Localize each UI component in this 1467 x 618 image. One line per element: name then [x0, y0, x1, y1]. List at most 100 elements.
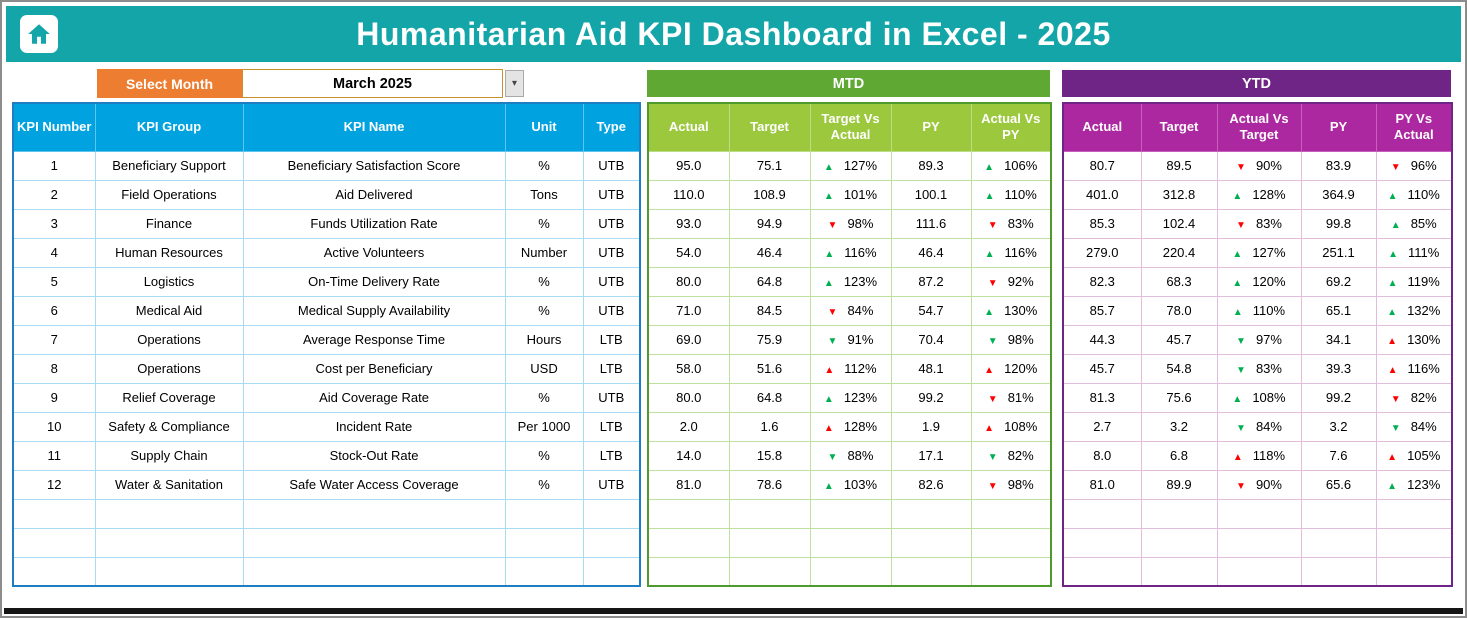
mtd-target-cell: 84.5 — [728, 295, 811, 326]
ytd-py-vs-actual-cell: ▲ 130% — [1375, 324, 1453, 355]
down-arrow-icon: ▼ — [827, 452, 838, 463]
title-bar: Humanitarian Aid KPI Dashboard in Excel … — [6, 6, 1461, 62]
empty-cell — [970, 498, 1052, 529]
ytd-py-vs-actual-cell: ▼ 96% — [1375, 150, 1453, 181]
ytd-table-row: 85.7 78.0 ▲ 110% 65.1 ▲ 132% — [1062, 295, 1453, 326]
kpi-name-cell: Stock-Out Rate — [242, 440, 506, 471]
col-header-kpi-group: KPI Group — [94, 102, 244, 152]
ytd-py-vs-actual-cell: ▲ 132% — [1375, 295, 1453, 326]
down-arrow-icon: ▼ — [1390, 423, 1401, 434]
percent-value: 127% — [1252, 245, 1286, 260]
empty-cell — [890, 498, 972, 529]
kpi-group-cell: Human Resources — [94, 237, 244, 268]
ytd-table-row: 82.3 68.3 ▲ 120% 69.2 ▲ 119% — [1062, 266, 1453, 297]
month-selector[interactable]: March 2025 — [242, 69, 503, 98]
mtd-banner: MTD — [647, 70, 1050, 97]
down-arrow-icon: ▼ — [1236, 481, 1246, 492]
mtd-actual-cell: 69.0 — [647, 324, 730, 355]
up-arrow-icon: ▲ — [1387, 365, 1398, 376]
mtd-table-row: 71.0 84.5 ▼ 84% 54.7 ▲ 130% — [647, 295, 1052, 326]
kpi-group-cell: Beneficiary Support — [94, 150, 244, 181]
empty-cell — [1375, 556, 1453, 587]
mtd-table: Actual Target Target Vs Actual PY Actual… — [647, 102, 1052, 587]
down-arrow-icon: ▼ — [987, 278, 998, 289]
type-cell: UTB — [582, 179, 641, 210]
ytd-target-cell: 6.8 — [1140, 440, 1218, 471]
empty-cell — [647, 556, 730, 587]
up-arrow-icon: ▲ — [823, 423, 834, 434]
type-cell: UTB — [582, 469, 641, 500]
empty-row — [12, 498, 641, 529]
percent-value: 110% — [1004, 187, 1037, 202]
up-arrow-icon: ▲ — [824, 249, 835, 260]
ytd-actual-vs-target-cell: ▲ 118% — [1216, 440, 1302, 471]
kpi-group-cell: Safety & Compliance — [94, 411, 244, 442]
mtd-actual-vs-py-cell: ▼ 98% — [970, 324, 1052, 355]
mtd-actual-vs-py-cell: ▲ 130% — [970, 295, 1052, 326]
empty-cell — [809, 527, 892, 558]
up-arrow-icon: ▲ — [984, 162, 995, 173]
ytd-py-vs-actual-cell: ▼ 82% — [1375, 382, 1453, 413]
home-button[interactable] — [20, 15, 58, 53]
kpi-name-cell: Cost per Beneficiary — [242, 353, 506, 384]
down-arrow-icon: ▼ — [1236, 423, 1246, 434]
empty-cell — [1216, 556, 1302, 587]
down-arrow-icon: ▼ — [827, 307, 838, 318]
mtd-table-row: 69.0 75.9 ▼ 91% 70.4 ▼ 98% — [647, 324, 1052, 355]
ytd-py-cell: 39.3 — [1300, 353, 1377, 384]
percent-value: 116% — [1004, 245, 1037, 260]
ytd-py-vs-actual-cell: ▼ 84% — [1375, 411, 1453, 442]
kpi-table-row: 8 Operations Cost per Beneficiary USD LTB — [12, 353, 641, 384]
mtd-actual-vs-py-cell: ▲ 108% — [970, 411, 1052, 442]
ytd-py-cell: 69.2 — [1300, 266, 1377, 297]
mtd-table-body: 95.0 75.1 ▲ 127% 89.3 ▲ 106% 110.0 108.9 ▲ 101% 100… — [647, 150, 1052, 587]
ytd-actual-vs-target-cell: ▼ 97% — [1216, 324, 1302, 355]
up-arrow-icon: ▲ — [1387, 278, 1398, 289]
empty-cell — [1140, 498, 1218, 529]
up-arrow-icon: ▲ — [984, 191, 995, 202]
mtd-py-cell: 111.6 — [890, 208, 972, 239]
down-arrow-icon: ▼ — [1236, 336, 1246, 347]
col-header-mtd-target-vs-actual: Target Vs Actual — [809, 102, 892, 152]
empty-cell — [1062, 498, 1142, 529]
mtd-py-cell: 17.1 — [890, 440, 972, 471]
up-arrow-icon: ▲ — [823, 278, 834, 289]
percent-value: 130% — [1004, 303, 1038, 318]
up-arrow-icon: ▲ — [984, 307, 995, 318]
unit-cell: Hours — [504, 324, 584, 355]
up-arrow-icon: ▲ — [1232, 307, 1243, 318]
percent-value: 118% — [1252, 448, 1286, 463]
percent-value: 120% — [1252, 274, 1286, 289]
kpi-name-cell: Aid Delivered — [242, 179, 506, 210]
percent-value: 83% — [1007, 216, 1034, 231]
mtd-py-cell: 70.4 — [890, 324, 972, 355]
ytd-table-row: 401.0 312.8 ▲ 128% 364.9 ▲ 110% — [1062, 179, 1453, 210]
kpi-header-row: KPI Number KPI Group KPI Name Unit Type — [12, 102, 641, 152]
empty-cell — [809, 556, 892, 587]
ytd-actual-cell: 44.3 — [1062, 324, 1142, 355]
percent-value: 110% — [1407, 187, 1440, 202]
mtd-table-row: 54.0 46.4 ▲ 116% 46.4 ▲ 116% — [647, 237, 1052, 268]
month-dropdown-button[interactable]: ▾ — [505, 70, 524, 97]
bottom-bar — [4, 608, 1463, 614]
ytd-actual-cell: 80.7 — [1062, 150, 1142, 181]
mtd-target-vs-actual-cell: ▲ 127% — [809, 150, 892, 181]
ytd-actual-cell: 85.3 — [1062, 208, 1142, 239]
percent-value: 96% — [1410, 158, 1437, 173]
empty-cell — [1375, 527, 1453, 558]
type-cell: UTB — [582, 295, 641, 326]
mtd-actual-vs-py-cell: ▲ 106% — [970, 150, 1052, 181]
unit-cell: % — [504, 266, 584, 297]
mtd-target-vs-actual-cell: ▲ 103% — [809, 469, 892, 500]
ytd-table-body: 80.7 89.5 ▼ 90% 83.9 ▼ 96% 401.0 312.8 ▲ 128% 364.9… — [1062, 150, 1453, 587]
percent-value: 84% — [847, 303, 874, 318]
mtd-actual-cell: 80.0 — [647, 382, 730, 413]
select-month-label: Select Month — [97, 69, 242, 98]
type-cell: UTB — [582, 266, 641, 297]
mtd-target-vs-actual-cell: ▲ 101% — [809, 179, 892, 210]
kpi-group-cell: Medical Aid — [94, 295, 244, 326]
mtd-target-cell: 94.9 — [728, 208, 811, 239]
percent-value: 128% — [1252, 187, 1286, 202]
kpi-table-body: 1 Beneficiary Support Beneficiary Satisfac… — [12, 150, 641, 587]
ytd-py-cell: 7.6 — [1300, 440, 1377, 471]
